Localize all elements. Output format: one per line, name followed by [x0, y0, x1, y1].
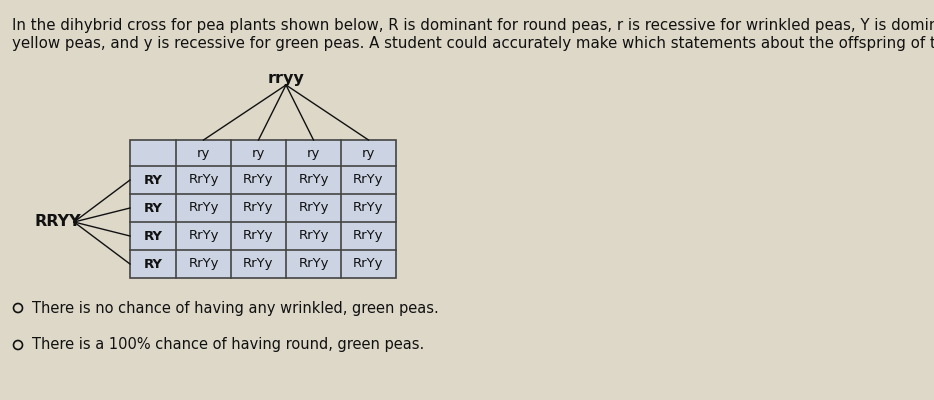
Text: RrYy: RrYy	[189, 258, 219, 270]
Text: ry: ry	[306, 146, 320, 160]
Text: RrYy: RrYy	[353, 174, 384, 186]
Text: RrYy: RrYy	[243, 174, 274, 186]
Text: RY: RY	[144, 202, 163, 214]
Text: RrYy: RrYy	[189, 202, 219, 214]
Text: There is a 100% chance of having round, green peas.: There is a 100% chance of having round, …	[32, 338, 424, 352]
Text: RY: RY	[144, 230, 163, 242]
Text: RrYy: RrYy	[243, 230, 274, 242]
Text: RrYy: RrYy	[298, 174, 329, 186]
Text: ry: ry	[252, 146, 265, 160]
Text: yellow peas, and y is recessive for green peas. A student could accurately make : yellow peas, and y is recessive for gree…	[12, 36, 934, 51]
Text: RrYy: RrYy	[189, 230, 219, 242]
Text: RrYy: RrYy	[298, 230, 329, 242]
Text: RY: RY	[144, 174, 163, 186]
Bar	[130, 140, 396, 278]
Text: RrYy: RrYy	[189, 174, 219, 186]
Text: RrYy: RrYy	[353, 230, 384, 242]
Text: RrYy: RrYy	[243, 202, 274, 214]
Text: ry: ry	[361, 146, 375, 160]
Text: In the dihybrid cross for pea plants shown below, R is dominant for round peas, : In the dihybrid cross for pea plants sho…	[12, 18, 934, 33]
Text: RrYy: RrYy	[298, 258, 329, 270]
Text: There is no chance of having any wrinkled, green peas.: There is no chance of having any wrinkle…	[32, 300, 439, 316]
Text: RrYy: RrYy	[298, 202, 329, 214]
Text: ry: ry	[197, 146, 210, 160]
Text: RrYy: RrYy	[353, 202, 384, 214]
Text: RRYY: RRYY	[35, 214, 81, 230]
Text: RrYy: RrYy	[353, 258, 384, 270]
Text: rryy: rryy	[268, 70, 304, 86]
Text: RY: RY	[144, 258, 163, 270]
Text: RrYy: RrYy	[243, 258, 274, 270]
